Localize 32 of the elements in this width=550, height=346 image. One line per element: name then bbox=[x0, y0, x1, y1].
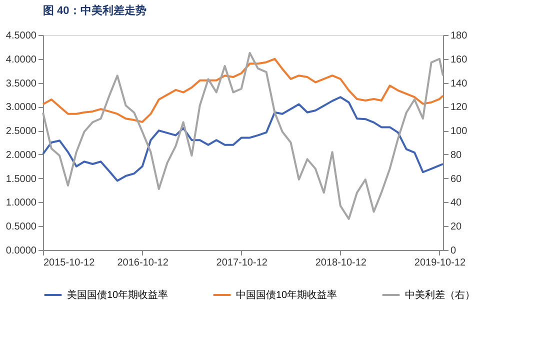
y2-tick-label: 60 bbox=[450, 174, 462, 185]
y-tick-label: 3.5000 bbox=[6, 78, 37, 90]
y-tick-label: 1.0000 bbox=[6, 198, 37, 209]
y-tick-label: 0.5000 bbox=[6, 222, 37, 233]
legend-label: 中美利差（右） bbox=[405, 289, 475, 301]
y2-tick-label: 20 bbox=[450, 222, 462, 233]
y2-tick-label: 40 bbox=[450, 198, 462, 209]
x-tick-label: 2016-10-12 bbox=[117, 258, 169, 268]
y-tick-label: 3.0000 bbox=[6, 102, 37, 114]
line-series bbox=[42, 58, 444, 123]
y2-tick-label: 80 bbox=[450, 150, 462, 161]
y2-tick-label: 100 bbox=[450, 126, 468, 138]
y-tick-label: 2.0000 bbox=[6, 150, 37, 161]
line-series bbox=[42, 52, 444, 220]
x-tick-label: 2018-10-12 bbox=[315, 258, 367, 268]
y-tick-label: 4.5000 bbox=[6, 30, 37, 42]
x-tick-label: 2015-10-12 bbox=[44, 258, 96, 268]
y2-tick-label: 160 bbox=[450, 54, 468, 66]
y-tick-label: 2.5000 bbox=[6, 126, 37, 138]
y-tick-label: 0.0000 bbox=[6, 246, 37, 256]
line-series bbox=[42, 96, 444, 182]
y-tick-label: 1.5000 bbox=[6, 174, 37, 185]
legend-label: 美国国债10年期收益率 bbox=[67, 289, 168, 301]
x-tick-label: 2019-10-12 bbox=[414, 258, 466, 268]
y2-tick-label: 120 bbox=[450, 102, 468, 114]
chart-title: 图 40：中美利差走势 bbox=[43, 4, 146, 17]
y2-tick-label: 180 bbox=[450, 30, 468, 42]
y2-tick-label: 140 bbox=[450, 78, 468, 90]
y-tick-label: 4.0000 bbox=[6, 54, 37, 66]
y2-tick-label: 0 bbox=[450, 246, 456, 256]
x-tick-label: 2017-10-12 bbox=[216, 258, 268, 268]
legend-label: 中国国债10年期收益率 bbox=[236, 289, 338, 301]
